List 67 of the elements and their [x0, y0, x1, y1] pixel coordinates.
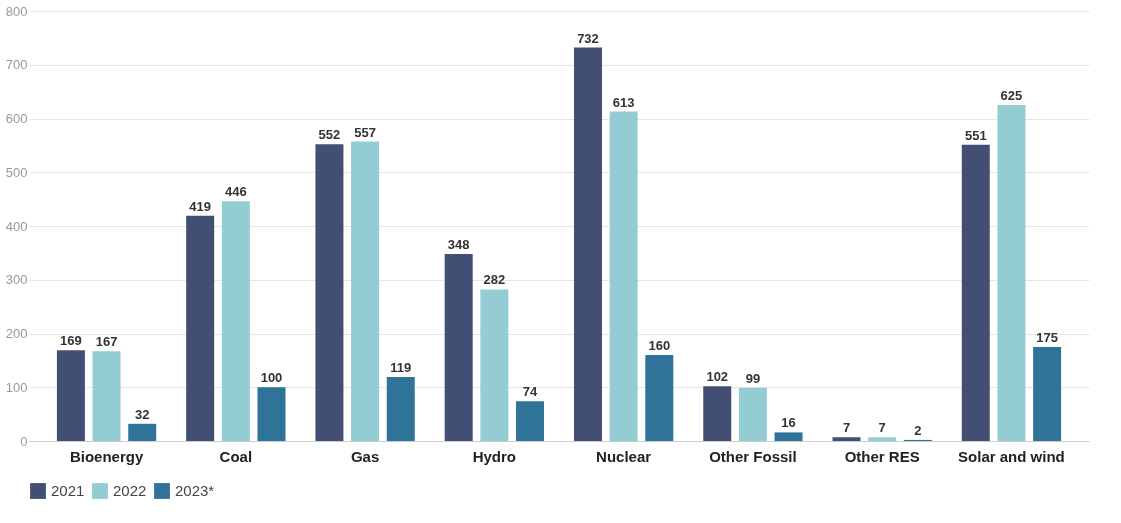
- bar: [56, 350, 85, 441]
- bar: [997, 105, 1026, 441]
- y-tick-label: 200: [5, 326, 28, 341]
- data-label: 32: [134, 406, 150, 422]
- bar: [573, 47, 602, 441]
- y-tick-label: 600: [5, 111, 28, 126]
- legend-label: 2022: [113, 482, 147, 499]
- bar: [480, 289, 509, 441]
- y-tick-label: 800: [5, 3, 28, 19]
- y-tick-label: 300: [5, 272, 28, 288]
- bar: [257, 387, 286, 441]
- data-label: 732: [577, 30, 599, 46]
- bar: [516, 401, 545, 441]
- bar: [645, 355, 674, 441]
- x-tick-label: Other Fossil: [709, 447, 797, 465]
- x-tick-label: Coal: [219, 447, 253, 465]
- bar: [92, 351, 121, 441]
- bar: [961, 144, 990, 441]
- legend-label: 2021: [51, 482, 85, 499]
- bar: [609, 111, 638, 441]
- bar: [186, 215, 215, 441]
- bar: [774, 432, 803, 441]
- bar: [738, 387, 767, 441]
- bar: [1033, 346, 1062, 441]
- data-label: 625: [1000, 88, 1023, 104]
- bar: [386, 377, 415, 441]
- y-tick-label: 100: [5, 379, 28, 395]
- data-label: 282: [483, 272, 506, 288]
- data-label: 7: [842, 420, 851, 436]
- x-tick-label: Hydro: [472, 447, 517, 465]
- data-label: 74: [522, 384, 539, 400]
- y-tick-label: 0: [20, 433, 28, 449]
- bar: [703, 386, 732, 441]
- x-tick-label: Bioenergy: [69, 447, 144, 465]
- data-label: 2: [914, 422, 922, 438]
- bar: [128, 423, 157, 441]
- y-tick-label: 700: [5, 57, 28, 73]
- bar: [444, 253, 473, 441]
- data-label: 167: [95, 334, 118, 350]
- bar: [315, 144, 344, 441]
- bar: [221, 201, 250, 441]
- data-label: 348: [447, 236, 470, 252]
- data-label: 99: [745, 370, 761, 386]
- data-label: 419: [189, 198, 212, 214]
- data-label: 175: [1036, 329, 1058, 345]
- x-tick-label: Other RES: [844, 447, 920, 465]
- data-label: 16: [781, 415, 796, 431]
- y-tick-label: 400: [5, 218, 28, 234]
- x-tick-label: Solar and wind: [958, 447, 1065, 465]
- data-label: 552: [318, 127, 341, 143]
- bar: [868, 437, 897, 441]
- data-label: 7: [878, 420, 886, 436]
- data-label: 551: [964, 127, 987, 143]
- x-tick-label: Gas: [350, 447, 380, 465]
- data-label: 102: [706, 369, 729, 385]
- data-label: 119: [390, 360, 412, 376]
- data-label: 557: [354, 124, 376, 140]
- x-tick-label: Nuclear: [596, 447, 652, 465]
- data-label: 169: [60, 333, 82, 349]
- data-label: 160: [648, 338, 671, 353]
- data-label: 446: [224, 184, 247, 200]
- data-label: 613: [612, 94, 635, 110]
- bar: [351, 141, 380, 441]
- y-tick-label: 500: [5, 164, 28, 180]
- legend-label: 2023*: [175, 482, 215, 499]
- bar: [832, 437, 861, 441]
- data-label: 100: [260, 370, 283, 386]
